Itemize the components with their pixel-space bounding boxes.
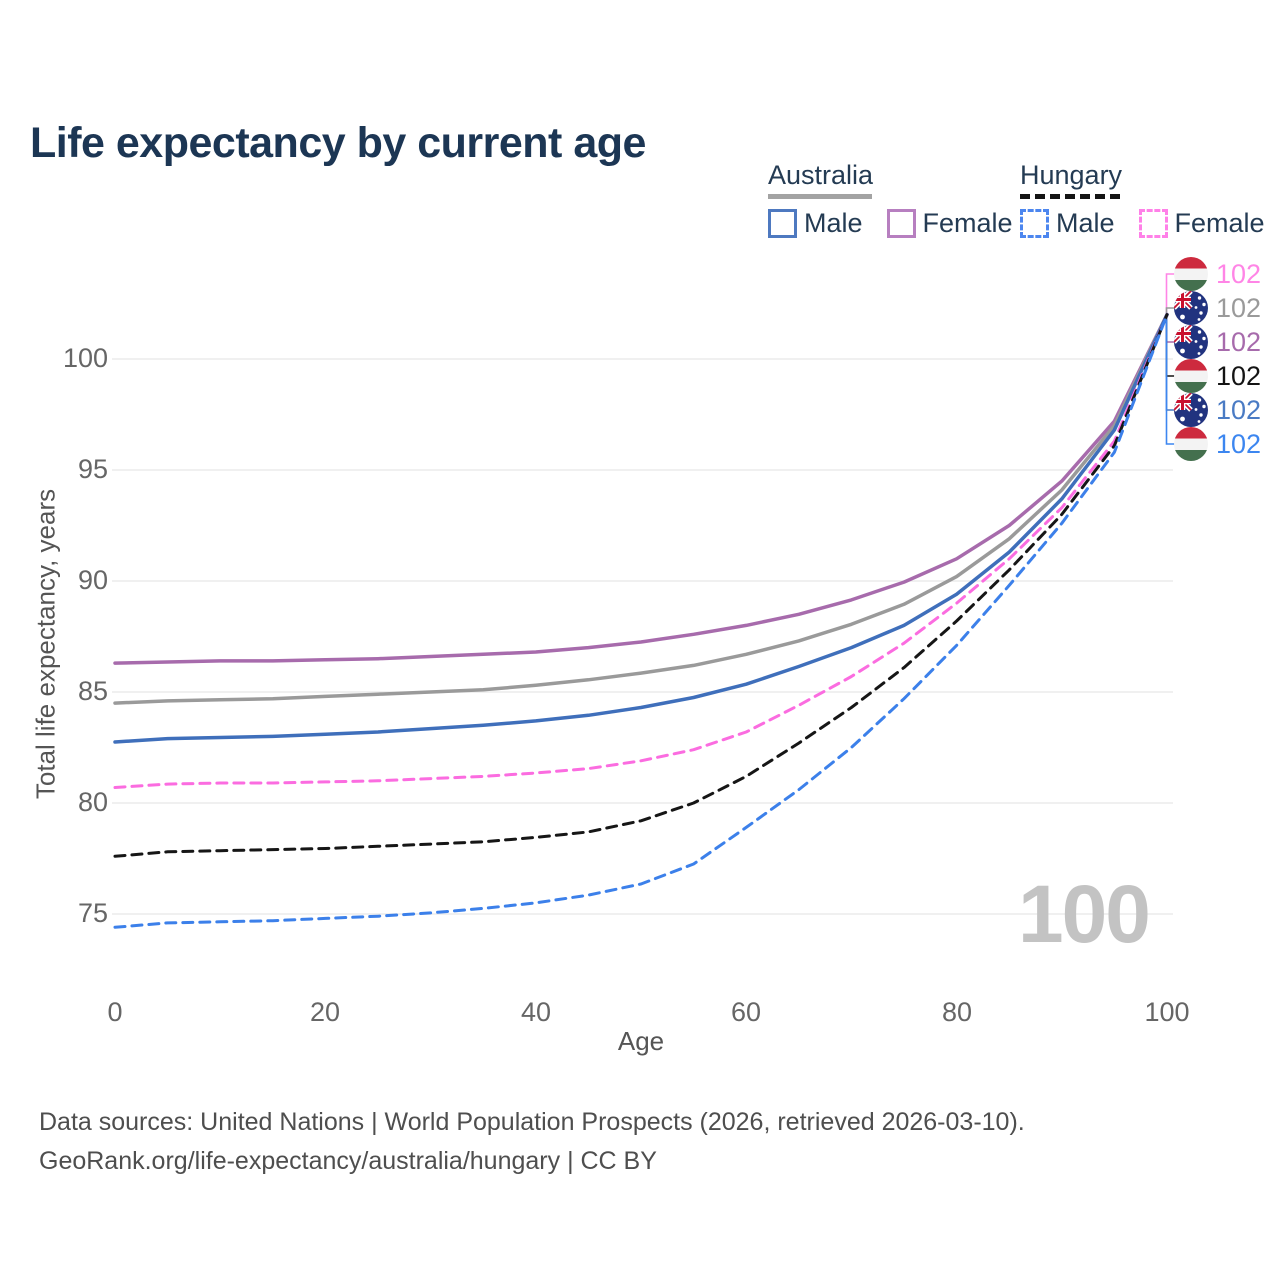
legend-item-australia-male[interactable]: Male xyxy=(768,208,863,239)
x-tick-80: 80 xyxy=(941,997,973,1027)
endpoint-label-australia-both-sexes: 102 xyxy=(1174,291,1261,325)
legend-group-hungary: Hungary Male Female xyxy=(1020,160,1265,239)
australia-flag-icon xyxy=(1174,393,1208,427)
legend-label: Male xyxy=(1056,208,1115,238)
x-axis-title: Age xyxy=(617,1026,665,1056)
series-line-australia-female[interactable] xyxy=(113,312,1169,665)
hungary-male-checkbox[interactable] xyxy=(1020,209,1049,238)
legend-heading-australia[interactable]: Australia xyxy=(768,160,874,190)
x-tick-100: 100 xyxy=(1144,997,1190,1027)
x-tick-20: 20 xyxy=(309,997,341,1027)
legend-label: Female xyxy=(922,208,1013,238)
legend-underline-australia xyxy=(768,194,872,199)
legend-item-hungary-male[interactable]: Male xyxy=(1020,208,1115,239)
endpoint-value: 102 xyxy=(1216,395,1262,425)
y-tick-80: 80 xyxy=(77,787,108,817)
x-tick-0: 0 xyxy=(107,997,123,1027)
y-tick-90: 90 xyxy=(77,565,108,595)
endpoint-connector-australia-both-sexes xyxy=(1165,307,1175,315)
hungary-female-checkbox[interactable] xyxy=(1138,209,1168,238)
y-tick-85: 85 xyxy=(77,676,108,706)
endpoint-label-australia-female: 102 xyxy=(1174,325,1261,359)
y-tick-75: 75 xyxy=(77,898,108,928)
australia-female-checkbox[interactable] xyxy=(886,209,916,238)
x-tick-40: 40 xyxy=(520,997,552,1027)
legend-underline-hungary xyxy=(1020,194,1120,199)
age-indicator-watermark: 100 xyxy=(1018,869,1151,960)
legend-group-australia: Australia Male Female xyxy=(768,160,1013,239)
series-line-hungary-both-sexes[interactable] xyxy=(113,313,1169,858)
endpoint-connector-hungary-female xyxy=(1165,273,1175,315)
endpoint-label-australia-male: 102 xyxy=(1174,393,1261,427)
y-tick-95: 95 xyxy=(77,454,108,484)
endpoint-value: 102 xyxy=(1216,327,1262,357)
endpoint-label-hungary-male: 102 xyxy=(1174,427,1261,461)
y-axis-title: Total life expectancy, years xyxy=(30,488,61,800)
page-title: Life expectancy by current age xyxy=(30,118,646,167)
legend-item-hungary-female[interactable]: Female xyxy=(1138,208,1265,239)
legend-label: Female xyxy=(1174,208,1265,238)
endpoint-value: 102 xyxy=(1216,259,1262,289)
legend-label: Male xyxy=(804,208,863,238)
hungary-flag-icon xyxy=(1174,359,1208,393)
endpoint-value: 102 xyxy=(1216,429,1262,459)
endpoint-label-hungary-both-sexes: 102 xyxy=(1174,359,1261,393)
series-line-australia-both-sexes[interactable] xyxy=(113,312,1169,705)
hungary-flag-icon xyxy=(1174,257,1208,291)
attribution-link-text: GeoRank.org/life-expectancy/australia/hu… xyxy=(39,1147,657,1175)
y-tick-100: 100 xyxy=(62,343,108,373)
endpoint-connector-hungary-male xyxy=(1165,315,1175,445)
legend-item-australia-female[interactable]: Female xyxy=(886,208,1013,239)
hungary-flag-icon xyxy=(1174,427,1208,461)
legend-heading-hungary[interactable]: Hungary xyxy=(1020,160,1123,190)
endpoint-value: 102 xyxy=(1216,361,1262,391)
australia-flag-icon xyxy=(1174,291,1208,325)
series-line-australia-male[interactable] xyxy=(113,312,1169,744)
series-line-hungary-male[interactable] xyxy=(113,313,1169,929)
x-tick-60: 60 xyxy=(730,997,762,1027)
australia-male-checkbox[interactable] xyxy=(768,209,797,238)
endpoint-value: 102 xyxy=(1216,293,1262,323)
australia-flag-icon xyxy=(1174,325,1208,359)
data-sources-text: Data sources: United Nations | World Pop… xyxy=(39,1108,1025,1136)
endpoint-label-hungary-female: 102 xyxy=(1174,257,1261,291)
series-line-hungary-female[interactable] xyxy=(113,313,1169,789)
